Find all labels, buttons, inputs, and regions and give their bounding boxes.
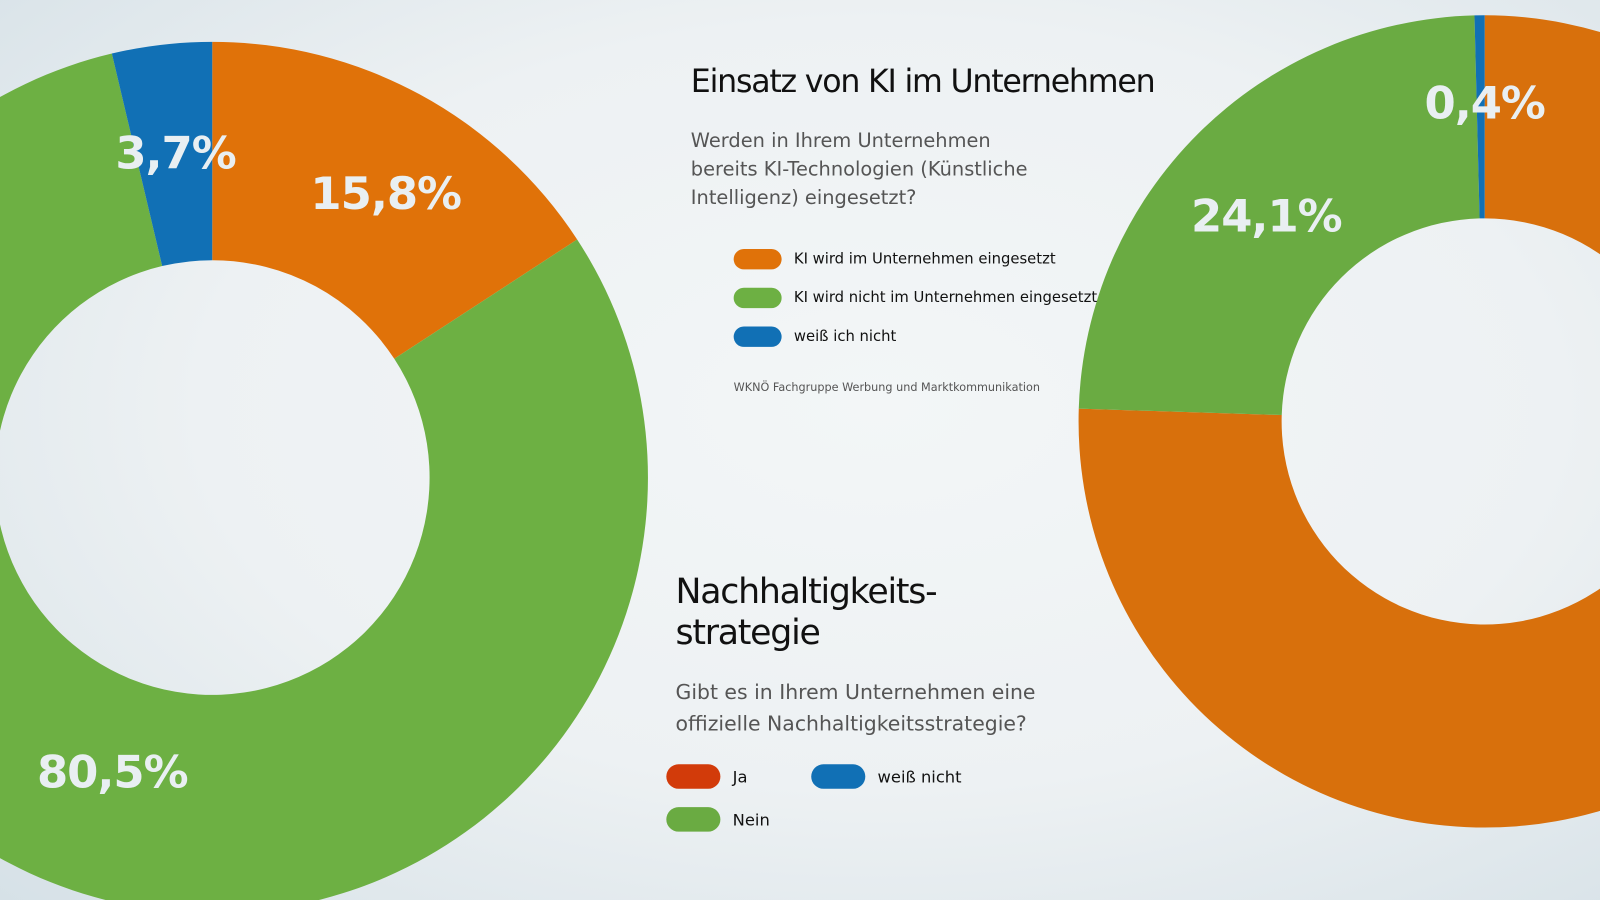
ki-donut-data-label-1: 80,5% [37,746,188,799]
legend-swatch [811,764,866,789]
legend-label: Ja [732,766,748,787]
legend-label: KI wird nicht im Unternehmen eingesetzt [793,289,1098,307]
nachhaltigkeit-donut-data-label-1: 24,1% [1191,190,1342,243]
title-line: strategie [675,612,821,654]
question-ki: Werden in Ihrem Unternehmen bereits KI-T… [690,129,1028,210]
legend-item-ki-not-used: KI wird nicht im Unternehmen eingesetzt [733,287,1098,309]
question-nachhaltigkeit: Gibt es in Ihrem Unternehmen eine offizi… [675,679,1036,736]
legend-label: KI wird im Unternehmen eingesetzt [793,251,1056,268]
ki-donut-slice-2 [111,41,213,267]
chart-title-ki: Einsatz von KI im Unternehmen [690,63,1156,100]
ki-donut-slice-0 [212,41,578,359]
nachhaltigkeit-donut-slice-1 [1078,15,1480,416]
ki-donut-slice-1 [0,53,648,900]
ki-donut-data-label-0: 15,8% [310,167,461,220]
ki-donut-data-label-2: 3,7% [115,126,235,179]
chart-title-nachhaltigkeit: Nachhaltigkeits- strategie [675,571,938,654]
legend-swatch [733,248,782,270]
legend-item-ja: Ja [666,764,748,789]
nachhaltigkeit-donut-slice-2 [1474,15,1485,219]
nachhaltigkeit-donut-slice-0 [1078,15,1600,828]
legend-label: Nein [732,809,770,830]
legend-swatch [733,287,782,309]
legend-swatch [666,807,721,832]
legend-label: weiß ich nicht [793,328,897,345]
legend-item-weiss-nicht: weiß nicht [811,764,962,789]
title-line: Nachhaltigkeits- [675,571,938,613]
legend-swatch [733,326,782,347]
nachhaltigkeit-donut-data-label-2: 0,4% [1424,76,1544,129]
legend-label: weiß nicht [877,766,962,787]
legend-item-ki-used: KI wird im Unternehmen eingesetzt [733,248,1056,270]
legend-item-nein: Nein [666,807,770,832]
legend-item-dont-know: weiß ich nicht [733,326,897,347]
source-note: WKNÖ Fachgruppe Werbung und Marktkommuni… [733,380,1040,394]
legend-swatch [666,764,721,789]
